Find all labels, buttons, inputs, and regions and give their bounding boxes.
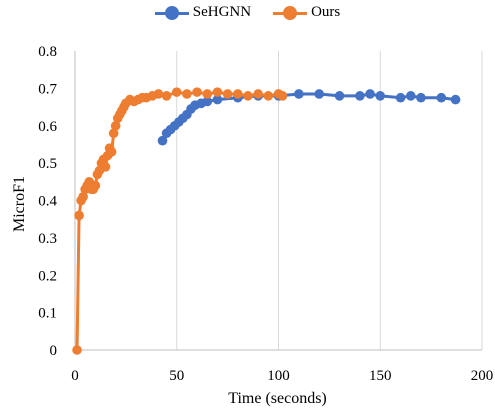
x-axis-label: Time (seconds) xyxy=(228,390,327,407)
data-point-sehgnn xyxy=(405,91,416,101)
legend-item-ours: Ours xyxy=(273,4,340,21)
legend-marker-sehgnn xyxy=(164,5,179,20)
data-point-ours xyxy=(78,191,88,202)
y-tick-label: 0.2 xyxy=(38,268,57,284)
data-point-ours xyxy=(182,89,192,99)
data-point-ours xyxy=(106,147,117,157)
data-point-ours xyxy=(74,210,84,221)
data-point-sehgnn xyxy=(450,94,461,105)
legend-marker-ours xyxy=(283,5,298,20)
data-point-ours xyxy=(263,91,274,101)
x-tick-label: 100 xyxy=(267,368,290,384)
data-point-ours xyxy=(110,120,121,131)
y-tick-label: 0.3 xyxy=(38,231,57,247)
data-point-ours xyxy=(108,128,119,139)
data-point-sehgnn xyxy=(157,135,168,146)
legend-item-sehgnn: SeHGNN xyxy=(154,4,252,21)
x-tick-label: 50 xyxy=(169,368,184,384)
y-tick-label: 0.8 xyxy=(38,44,57,60)
data-point-ours xyxy=(90,180,101,191)
x-tick-label: 200 xyxy=(471,368,494,384)
x-tick-label: 150 xyxy=(369,368,392,384)
data-point-sehgnn xyxy=(365,89,375,99)
x-tick-label: 0 xyxy=(71,368,79,384)
data-point-ours xyxy=(153,89,164,99)
data-point-sehgnn xyxy=(294,89,304,99)
data-point-ours xyxy=(72,345,82,355)
data-point-ours xyxy=(243,91,253,101)
data-point-ours xyxy=(202,89,213,99)
data-point-sehgnn xyxy=(314,89,325,99)
data-point-sehgnn xyxy=(416,92,426,103)
y-axis-label: MicroF1 xyxy=(11,176,28,232)
data-point-sehgnn xyxy=(355,91,365,101)
legend: SeHGNN Ours xyxy=(0,4,495,21)
data-point-ours xyxy=(100,162,111,172)
data-point-sehgnn xyxy=(334,91,345,101)
y-tick-label: 0 xyxy=(50,343,58,359)
y-tick-label: 0.5 xyxy=(38,156,57,172)
data-point-ours xyxy=(192,87,202,97)
legend-label-sehgnn: SeHGNN xyxy=(192,4,252,20)
y-tick-label: 0.7 xyxy=(38,81,57,97)
data-point-ours xyxy=(222,89,233,99)
series-line-ours xyxy=(75,90,284,351)
legend-label-ours: Ours xyxy=(311,4,341,20)
data-point-sehgnn xyxy=(375,91,386,101)
data-point-ours xyxy=(161,91,172,101)
data-point-ours xyxy=(212,87,223,97)
data-point-ours xyxy=(253,89,263,99)
data-point-sehgnn xyxy=(395,92,406,103)
data-point-sehgnn xyxy=(202,96,213,107)
data-point-ours xyxy=(171,87,182,97)
y-tick-label: 0.1 xyxy=(38,306,57,322)
data-point-ours xyxy=(277,91,288,101)
y-tick-label: 0.6 xyxy=(38,119,57,135)
legend-swatch-ours xyxy=(273,5,308,20)
data-point-sehgnn xyxy=(436,92,447,103)
legend-swatch-sehgnn xyxy=(154,5,189,20)
y-tick-label: 0.4 xyxy=(38,194,57,210)
data-point-sehgnn xyxy=(212,94,223,105)
data-point-ours xyxy=(233,89,243,99)
